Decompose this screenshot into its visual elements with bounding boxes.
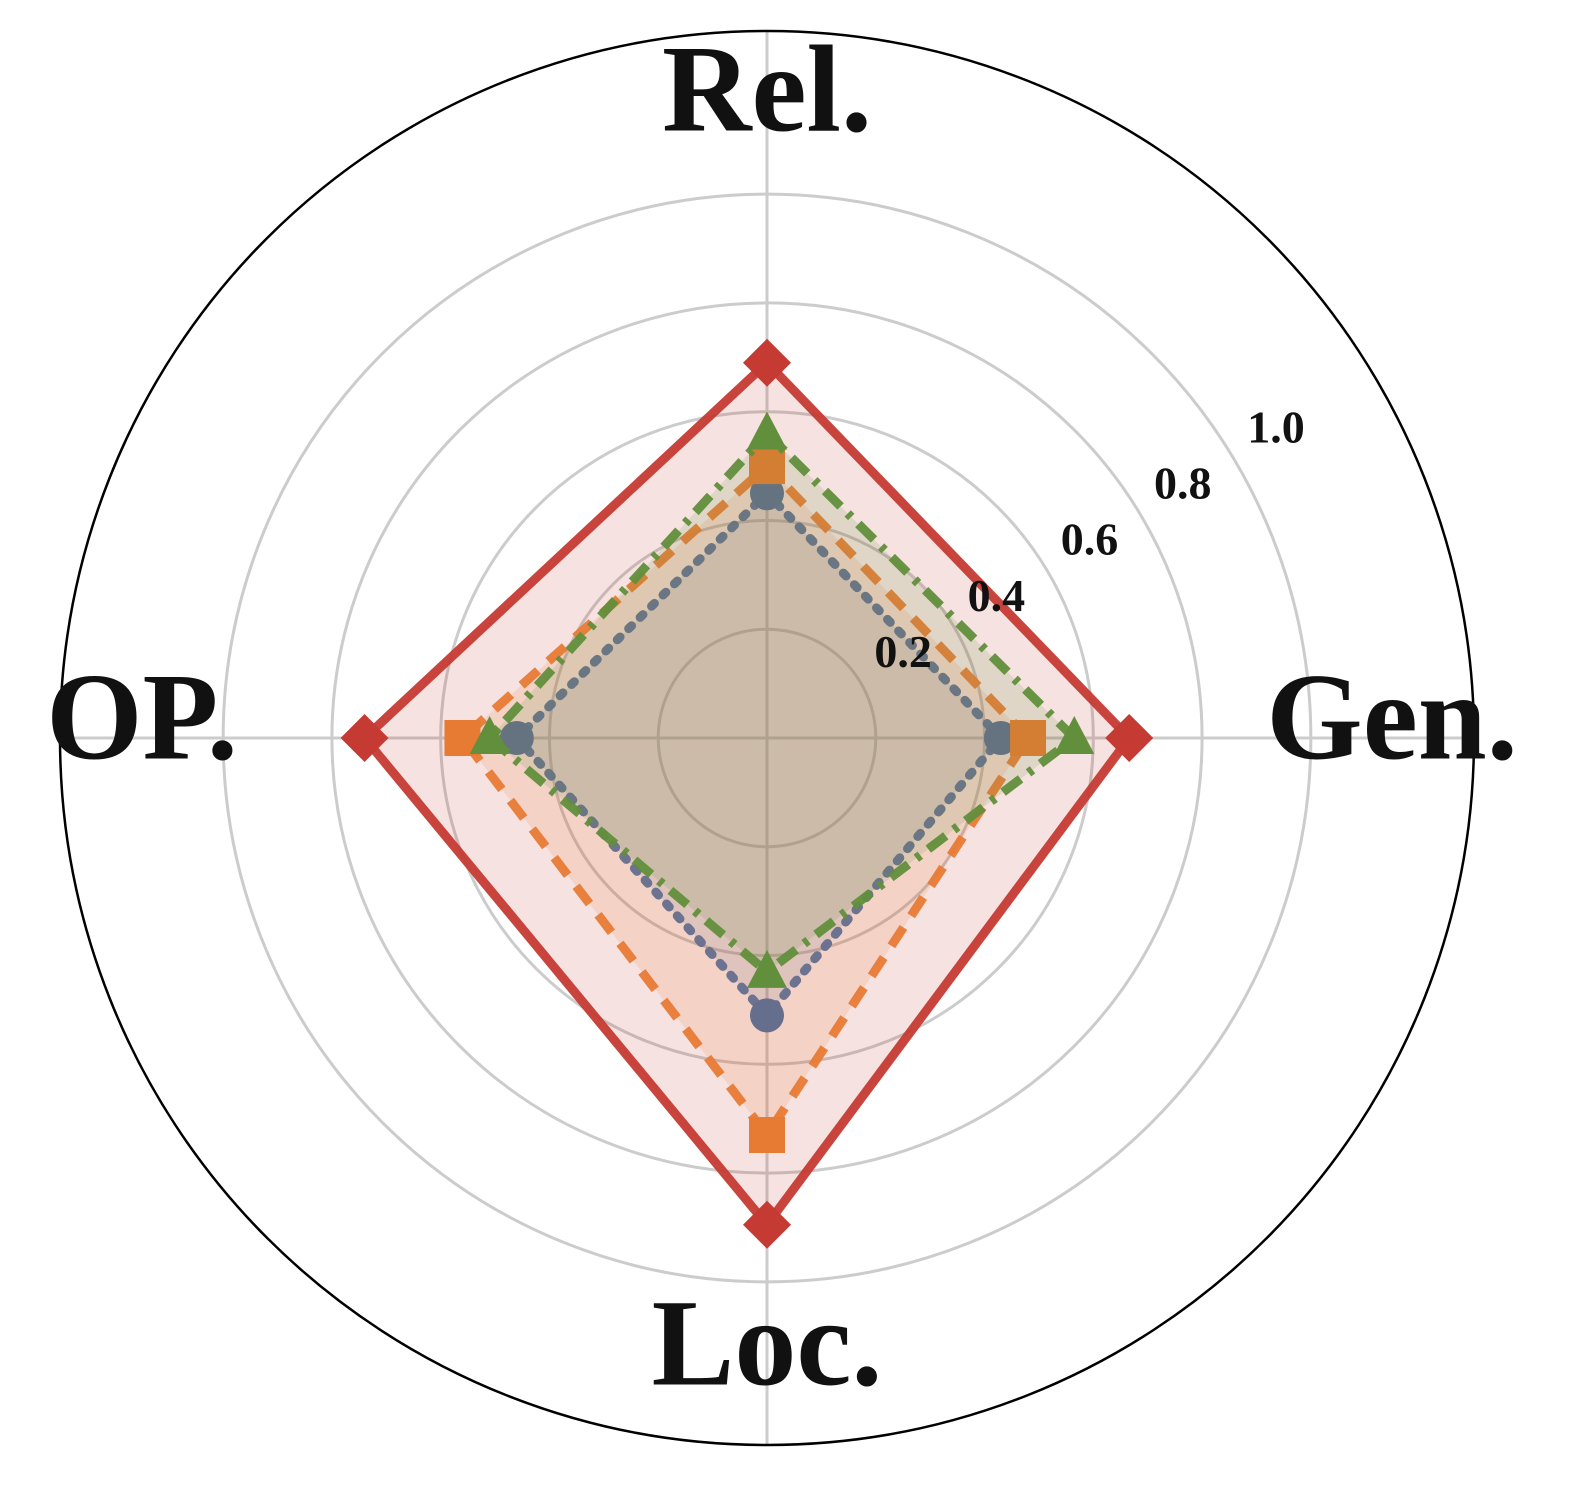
series-line [483,426,1082,978]
category-label: Rel. [662,20,872,157]
outer-frame [58,29,1476,1447]
marker [747,411,787,450]
series-area [516,493,1001,1016]
marker [743,1200,791,1249]
marker [1105,714,1154,762]
r-tick-label: 0.2 [874,626,932,677]
category-label: OP. [46,648,238,785]
marker [747,949,787,988]
marker [469,716,510,754]
marker [983,721,1018,755]
series-line [456,459,1034,1143]
marker [750,998,784,1033]
r-tick-label: 0.6 [1061,514,1119,565]
series-area [489,433,1075,972]
marker [743,338,791,387]
series-area [364,362,1130,1225]
r-tick-label: 0.8 [1154,458,1212,509]
r-tick-label: 1.0 [1247,402,1305,453]
marker [749,448,785,485]
marker [1010,720,1047,756]
category-label: Gen. [1266,648,1517,785]
marker [340,714,389,762]
marker [749,1117,785,1154]
r-tick-label: 0.4 [968,570,1026,621]
category-label: Loc. [652,1274,883,1411]
marker [750,476,784,511]
series-area [462,466,1029,1136]
marker [499,721,534,755]
marker [1054,716,1095,754]
